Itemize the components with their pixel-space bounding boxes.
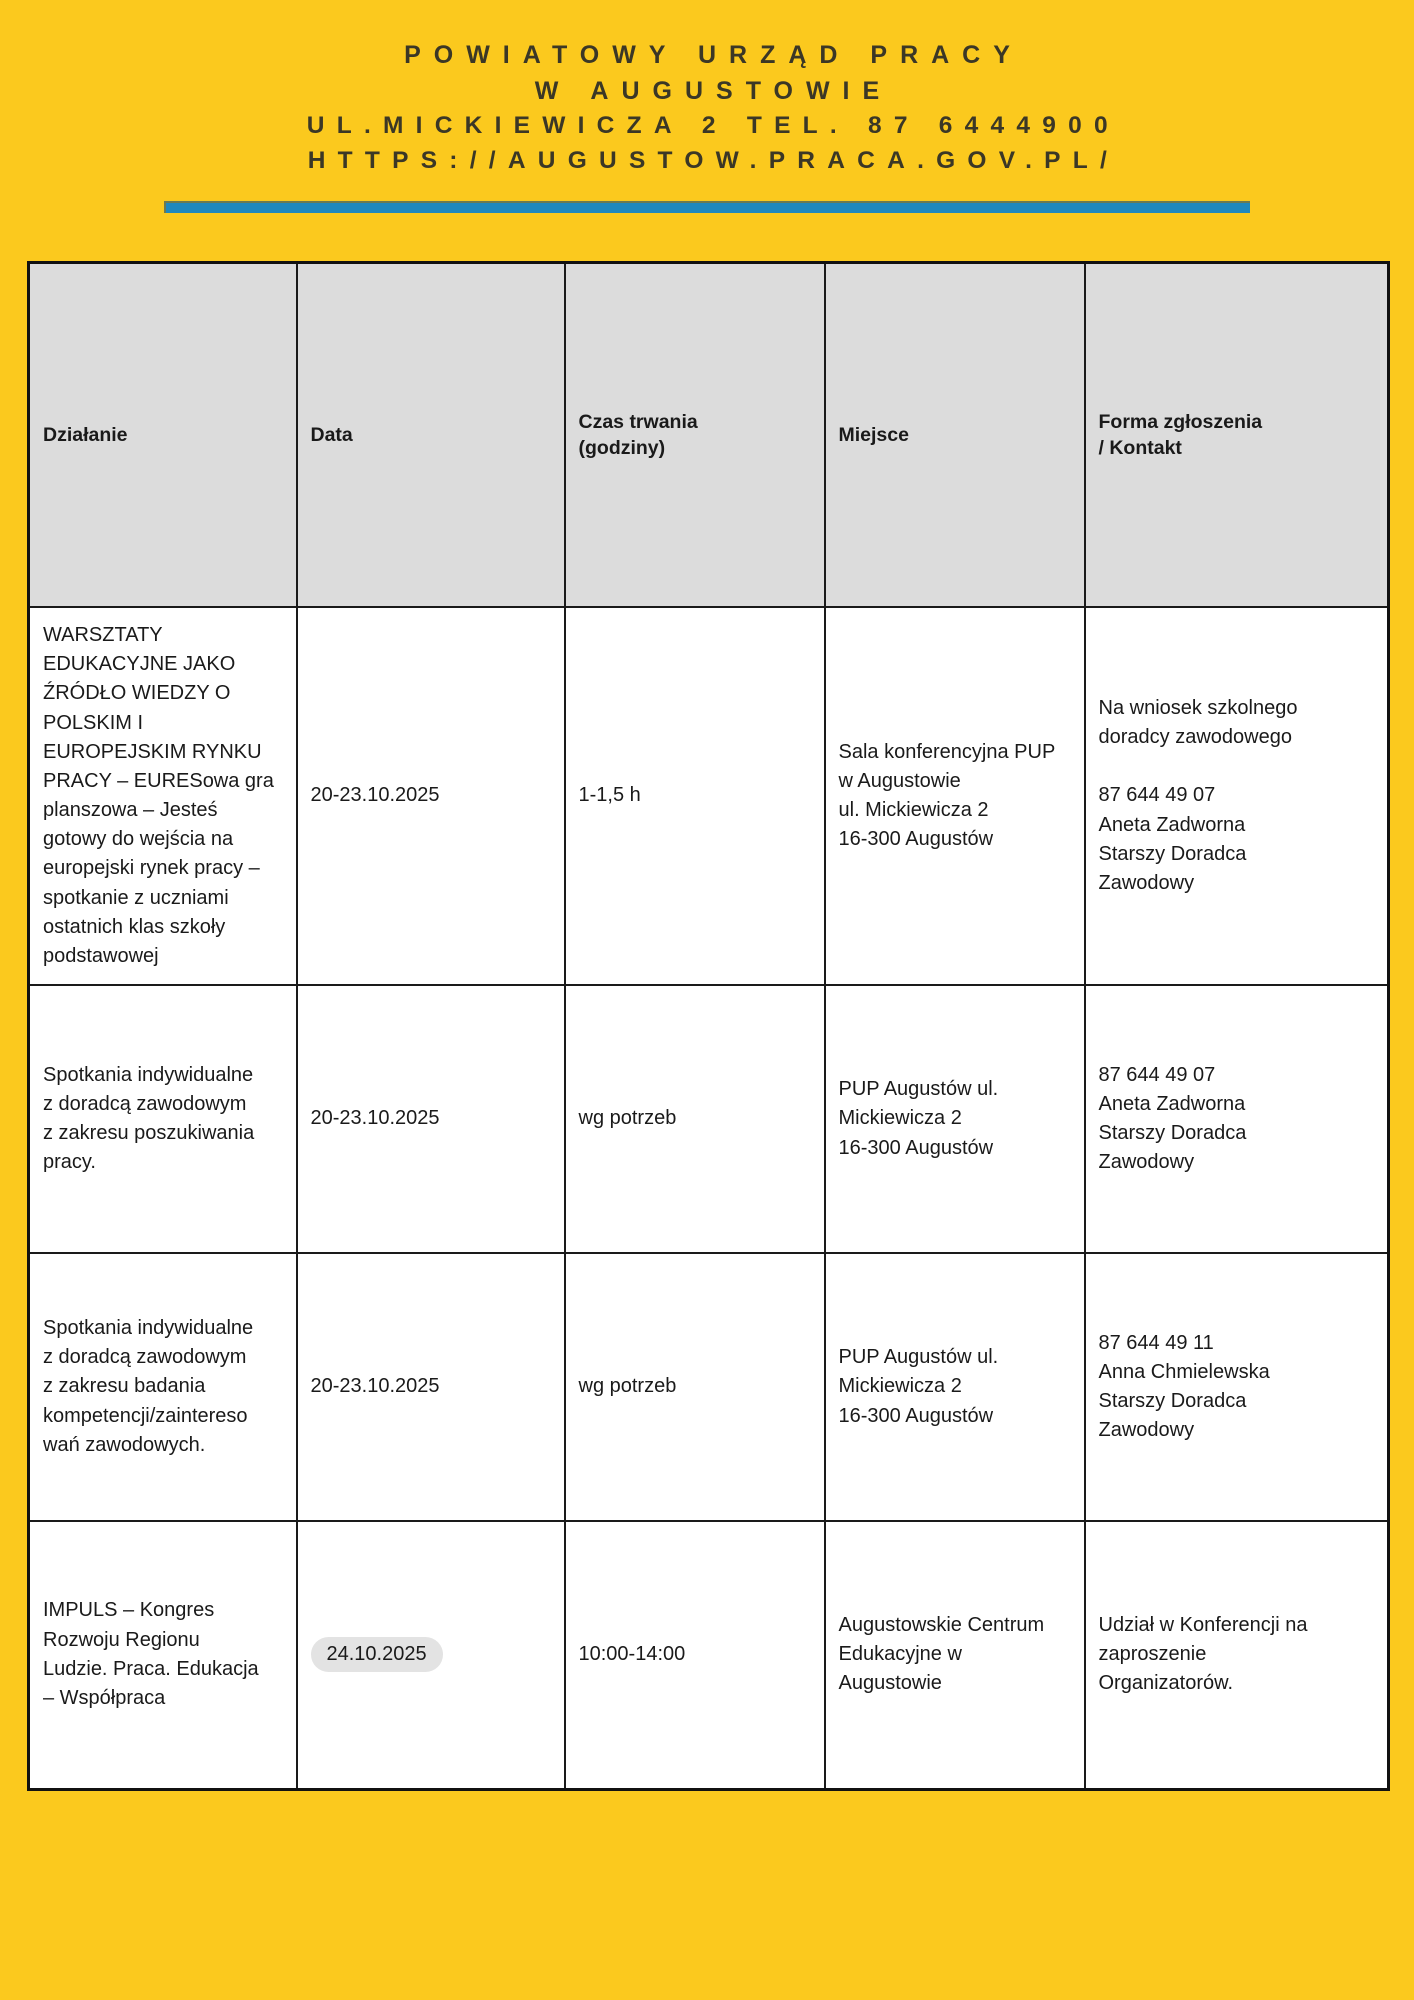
table-row: Spotkania indywidualne z doradcą zawodow…	[27, 1252, 1390, 1523]
cell-contact: 87 644 49 11 Anna Chmielewska Starszy Do…	[1083, 1252, 1390, 1523]
cell-duration: 1-1,5 h	[563, 606, 826, 987]
cell-place: PUP Augustów ul. Mickiewicza 2 16-300 Au…	[823, 1252, 1086, 1523]
schedule-table-container: Działanie Data Czas trwania (godziny) Mi…	[27, 260, 1390, 1791]
cell-date: 24.10.2025	[295, 1520, 566, 1791]
blue-divider-bar	[164, 200, 1250, 213]
schedule-table: Działanie Data Czas trwania (godziny) Mi…	[27, 260, 1390, 1791]
header-address-line: UL.MICKIEWICZA 2 TEL. 87 6444900	[306, 112, 1120, 139]
divider-container	[0, 200, 1414, 213]
header-block: POWIATOWY URZĄD PRACY W AUGUSTOWIE UL.MI…	[0, 0, 1414, 179]
table-head: Działanie Data Czas trwania (godziny) Mi…	[27, 261, 1390, 609]
cell-place: Sala konferencyjna PUP w Augustowie ul. …	[823, 606, 1086, 987]
table-row: Spotkania indywidualne z doradcą zawodow…	[27, 984, 1390, 1255]
cell-duration: wg potrzeb	[563, 1252, 826, 1523]
cell-place: Augustowskie Centrum Edukacyjne w August…	[823, 1520, 1086, 1791]
cell-action: Spotkania indywidualne z doradcą zawodow…	[27, 984, 298, 1255]
cell-contact: Na wniosek szkolnego doradcy zawodowego …	[1083, 606, 1390, 987]
column-header-data: Data	[295, 261, 566, 609]
table-row: WARSZTATY EDUKACYJNE JAKO ŹRÓDŁO WIEDZY …	[27, 606, 1390, 987]
column-header-forma-zgloszenia: Forma zgłoszenia / Kontakt	[1083, 261, 1390, 609]
cell-date: 20-23.10.2025	[295, 606, 566, 987]
column-header-czas-trwania: Czas trwania (godziny)	[563, 261, 826, 609]
cell-duration: 10:00-14:00	[563, 1520, 826, 1791]
date-highlight-chip: 24.10.2025	[310, 1637, 443, 1673]
cell-date: 20-23.10.2025	[295, 984, 566, 1255]
cell-action: WARSZTATY EDUKACYJNE JAKO ŹRÓDŁO WIEDZY …	[27, 606, 298, 987]
cell-contact: 87 644 49 07 Aneta Zadworna Starszy Dora…	[1083, 984, 1390, 1255]
header-title-line-1: POWIATOWY URZĄD PRACY	[404, 41, 1023, 69]
cell-duration: wg potrzeb	[563, 984, 826, 1255]
table-row: IMPULS – Kongres Rozwoju Regionu Ludzie.…	[27, 1520, 1390, 1791]
column-header-dzialanie: Działanie	[27, 261, 298, 609]
cell-date: 20-23.10.2025	[295, 1252, 566, 1523]
table-header-row: Działanie Data Czas trwania (godziny) Mi…	[27, 261, 1390, 609]
cell-action: Spotkania indywidualne z doradcą zawodow…	[27, 1252, 298, 1523]
cell-place: PUP Augustów ul. Mickiewicza 2 16-300 Au…	[823, 984, 1086, 1255]
cell-contact: Udział w Konferencji na zaproszenie Orga…	[1083, 1520, 1390, 1791]
header-title-line-2: W AUGUSTOWIE	[534, 76, 893, 105]
column-header-miejsce: Miejsce	[823, 261, 1086, 609]
header-website-line: HTTPS://AUGUSTOW.PRACA.GOV.PL/	[307, 146, 1119, 174]
cell-action: IMPULS – Kongres Rozwoju Regionu Ludzie.…	[27, 1520, 298, 1791]
table-body: WARSZTATY EDUKACYJNE JAKO ŹRÓDŁO WIEDZY …	[27, 606, 1390, 1791]
